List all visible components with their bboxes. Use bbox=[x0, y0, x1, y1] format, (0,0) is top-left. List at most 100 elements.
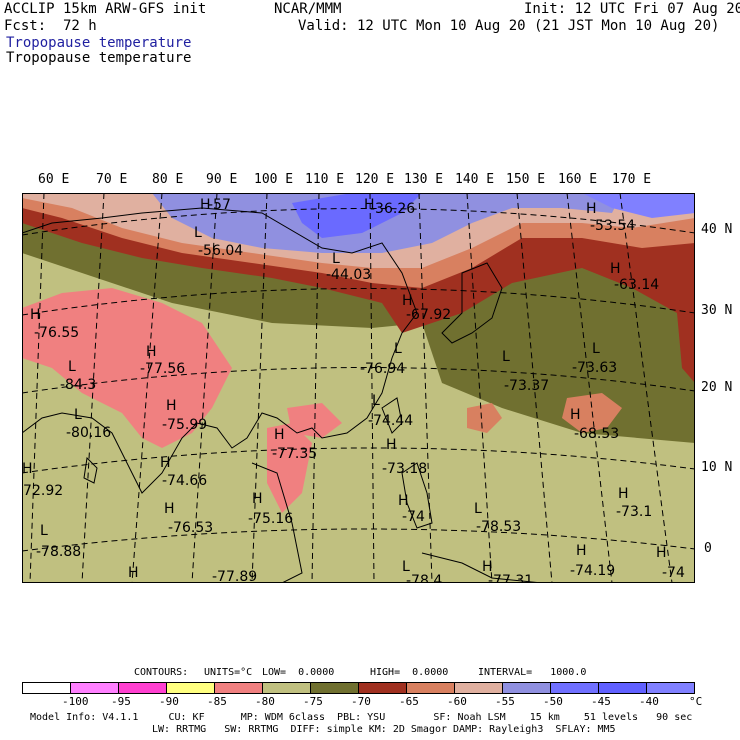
colorbar-swatch bbox=[311, 683, 359, 693]
extreme-value: -80.16 bbox=[66, 425, 111, 441]
colorbar bbox=[22, 682, 695, 694]
fcst-label: Fcst: bbox=[4, 18, 47, 34]
lon-label: 170 E bbox=[612, 172, 652, 187]
lon-label: 150 E bbox=[506, 172, 546, 187]
lon-label: 100 E bbox=[254, 172, 294, 187]
extreme-label: H bbox=[160, 455, 171, 471]
extreme-value: -44.03 bbox=[326, 267, 371, 283]
extreme-label: H bbox=[30, 307, 41, 323]
extreme-value: -77.35 bbox=[272, 446, 317, 462]
extreme-value: -75.99 bbox=[162, 417, 207, 433]
extreme-label: H bbox=[200, 197, 211, 213]
colorbar-swatch bbox=[167, 683, 215, 693]
extreme-label: H bbox=[128, 565, 139, 581]
lon-label: 160 E bbox=[558, 172, 598, 187]
colorbar-tick: -65 bbox=[399, 695, 419, 708]
extreme-label: H bbox=[586, 201, 597, 217]
extreme-label: L bbox=[68, 359, 76, 375]
extreme-label: H bbox=[618, 486, 629, 502]
extreme-value: -67.92 bbox=[406, 307, 451, 323]
lat-label: 0 bbox=[704, 541, 712, 556]
extreme-label: H bbox=[656, 545, 667, 561]
colorbar-tick: -100 bbox=[62, 695, 89, 708]
extreme-value: -73.37 bbox=[504, 378, 549, 394]
colorbar-swatch bbox=[503, 683, 551, 693]
colorbar-tick: -90 bbox=[159, 695, 179, 708]
lon-label: 120 E bbox=[355, 172, 395, 187]
colorbar-tick: -95 bbox=[111, 695, 131, 708]
colorbar-tick: °C bbox=[689, 695, 703, 708]
colorbar-tick: -55 bbox=[495, 695, 515, 708]
extreme-value: -56.04 bbox=[198, 243, 243, 259]
colorbar-tick: -75 bbox=[303, 695, 323, 708]
extreme-label: H bbox=[252, 491, 263, 507]
extreme-value: -72.92 bbox=[22, 483, 63, 499]
extreme-value: -78.88 bbox=[36, 544, 81, 560]
fill-minus80 bbox=[287, 403, 342, 438]
extreme-value: -73.1 bbox=[616, 504, 652, 520]
fill-minus50 bbox=[152, 193, 622, 253]
extreme-label: L bbox=[394, 341, 402, 357]
fill-minus80 bbox=[22, 288, 232, 448]
extreme-value: -73.63 bbox=[572, 360, 617, 376]
extreme-value: -74 bbox=[402, 509, 425, 525]
colorbar-tick: -70 bbox=[351, 695, 371, 708]
lon-label: 130 E bbox=[404, 172, 444, 187]
init-time: Init: 12 UTC Fri 07 Aug 20 bbox=[524, 1, 740, 17]
colorbar-tick: -80 bbox=[255, 695, 275, 708]
extreme-label: L bbox=[332, 251, 340, 267]
extreme-label: H bbox=[166, 398, 177, 414]
org-label: NCAR/MMM bbox=[274, 1, 342, 17]
fcst-value: 72 h bbox=[63, 18, 97, 34]
colorbar-swatch bbox=[455, 683, 503, 693]
colorbar-swatch bbox=[71, 683, 119, 693]
extreme-value: -76.53 bbox=[168, 520, 213, 536]
extreme-value: -53.54 bbox=[590, 218, 635, 234]
extreme-value: -77.31 bbox=[488, 573, 533, 583]
map-frame bbox=[22, 193, 695, 583]
lat-label: 30 N bbox=[701, 303, 733, 318]
extreme-value: -57 bbox=[208, 197, 231, 213]
extremes: H -57 L -56.04 H -36.26 L -44.03 H -53.5… bbox=[22, 197, 685, 583]
extreme-label: L bbox=[592, 341, 600, 357]
lon-label: 90 E bbox=[206, 172, 238, 187]
colorbar-swatch bbox=[119, 683, 167, 693]
extreme-value: -68.53 bbox=[574, 426, 619, 442]
extreme-label: L bbox=[372, 393, 380, 409]
extreme-label: L bbox=[40, 523, 48, 539]
fill-minus80 bbox=[267, 423, 312, 513]
extreme-label: H bbox=[274, 427, 285, 443]
colorbar-tick: -40 bbox=[639, 695, 659, 708]
fill-minus45 bbox=[292, 193, 422, 238]
extreme-label: H bbox=[482, 559, 493, 575]
lat-label: 20 N bbox=[701, 380, 733, 395]
extreme-value: -75.16 bbox=[248, 511, 293, 527]
coastlines bbox=[22, 207, 543, 583]
extreme-label: H bbox=[402, 293, 413, 309]
lon-label: 140 E bbox=[455, 172, 495, 187]
lon-label: 70 E bbox=[96, 172, 128, 187]
model-title: ACCLIP 15km ARW-GFS init bbox=[4, 1, 207, 17]
high-label: HIGH= 0.0000 bbox=[370, 667, 449, 678]
extreme-value: -84.3 bbox=[60, 377, 96, 393]
extreme-label: H bbox=[364, 197, 375, 213]
extreme-value: -76.55 bbox=[34, 325, 79, 341]
extreme-value: -63.14 bbox=[614, 277, 659, 293]
extreme-label: H bbox=[610, 261, 621, 277]
colorbar-swatch bbox=[263, 683, 311, 693]
extreme-label: L bbox=[474, 501, 482, 517]
extreme-value: -74.66 bbox=[162, 473, 207, 489]
extreme-label: H bbox=[570, 407, 581, 423]
colorbar-swatch bbox=[215, 683, 263, 693]
colorbar-swatch bbox=[551, 683, 599, 693]
colorbar-tick: -45 bbox=[591, 695, 611, 708]
contours-label: CONTOURS: bbox=[134, 667, 189, 678]
colorbar-swatch bbox=[23, 683, 71, 693]
colorbar-tick: -85 bbox=[207, 695, 227, 708]
field-title-2: Tropopause temperature bbox=[6, 50, 192, 66]
extreme-label: H bbox=[576, 543, 587, 559]
extreme-value: -77.56 bbox=[140, 361, 185, 377]
units-label: UNITS=°C bbox=[204, 667, 253, 678]
extreme-value: -76.94 bbox=[360, 361, 405, 377]
lon-label: 110 E bbox=[305, 172, 345, 187]
